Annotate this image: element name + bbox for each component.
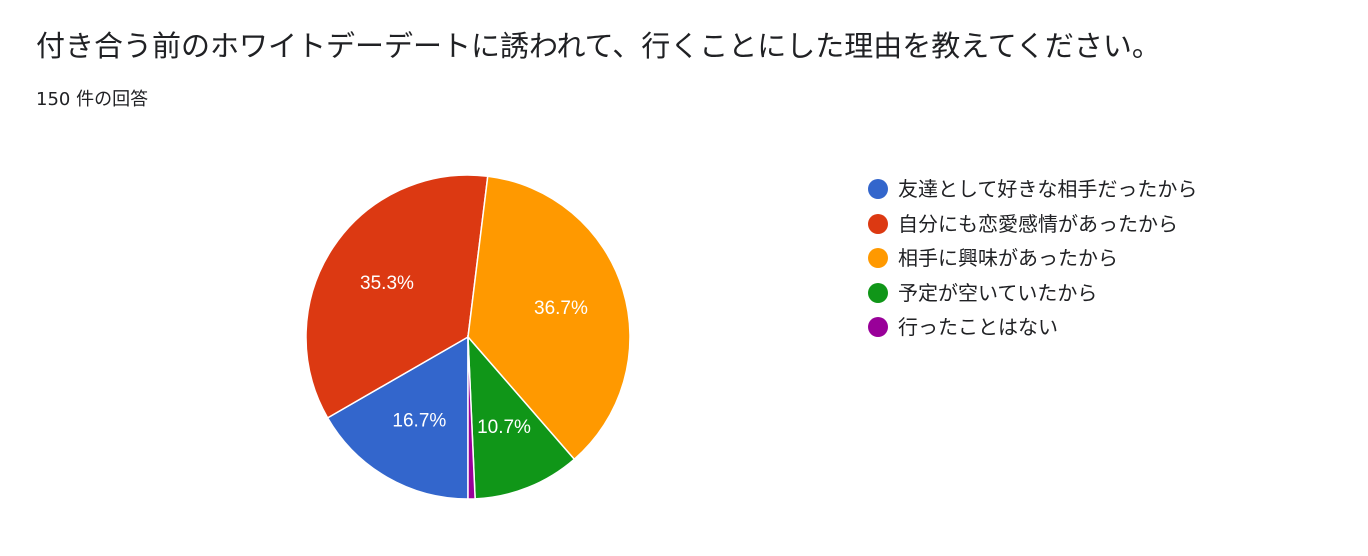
legend-item-5[interactable]: 行ったことはない <box>868 310 1197 345</box>
legend-swatch <box>868 248 888 269</box>
legend-label: 相手に興味があったから <box>898 246 1118 271</box>
legend-label: 自分にも恋愛感情があったから <box>898 211 1178 236</box>
legend-label: 予定が空いていたから <box>898 280 1098 305</box>
pie-data-label-2: 35.3% <box>360 273 414 294</box>
pie-data-label-4: 10.7% <box>477 417 531 438</box>
legend-label: 友達として好きな相手だったから <box>898 177 1198 202</box>
legend-item-4[interactable]: 予定が空いていたから <box>868 276 1197 311</box>
legend-swatch <box>868 179 888 200</box>
chart-legend: 友達として好きな相手だったから 自分にも恋愛感情があったから 相手に興味があったから… <box>868 172 1197 345</box>
legend-swatch <box>868 213 888 234</box>
pie-data-labels: 16.7% 35.3% 36.7% 10.7% <box>360 273 588 438</box>
response-count: 150 件の回答 <box>36 89 149 110</box>
pie-slice-2[interactable] <box>305 174 489 419</box>
question-title: 付き合う前のホワイトデーデートに誘われて、行くことにした理由を教えてください。 <box>36 29 1161 63</box>
legend-item-3[interactable]: 相手に興味があったから <box>868 241 1197 276</box>
legend-swatch <box>868 282 888 303</box>
legend-label: 行ったことはない <box>898 315 1058 340</box>
legend-item-2[interactable]: 自分にも恋愛感情があったから <box>868 207 1197 242</box>
pie-data-label-1: 16.7% <box>392 411 446 432</box>
pie-slice-1[interactable] <box>326 335 469 500</box>
pie-slice-4[interactable] <box>467 334 576 500</box>
pie-slice-3[interactable] <box>467 175 631 461</box>
pie-slice-5[interactable] <box>467 336 476 500</box>
legend-swatch <box>868 317 888 338</box>
pie-slices <box>305 174 631 500</box>
pie-data-label-3: 36.7% <box>534 298 588 319</box>
legend-item-1[interactable]: 友達として好きな相手だったから <box>868 172 1197 207</box>
